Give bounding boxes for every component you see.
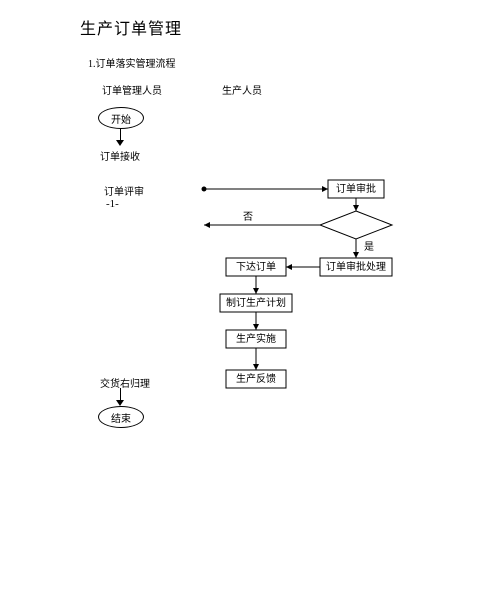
feedback-label: 生产反馈 [236,372,276,385]
issue-order-label: 下达订单 [236,261,276,273]
make-plan-label: 制订生产计划 [226,296,286,309]
impl-label: 生产实施 [236,332,276,345]
yes-label: 是 [364,241,374,253]
approval-handle-label: 订单审批处理 [326,260,386,273]
flowchart-svg: 订单审批 否 是 订单审批处理 下达订单 制订生产计划 生产实施 生产反馈 [0,0,502,616]
approval-label: 订单审批 [336,182,376,195]
no-label: 否 [243,211,253,223]
page: 生产订单管理 1.订单落实管理流程 订单管理人员 生产人员 开始 订单接收 订单… [0,0,502,616]
